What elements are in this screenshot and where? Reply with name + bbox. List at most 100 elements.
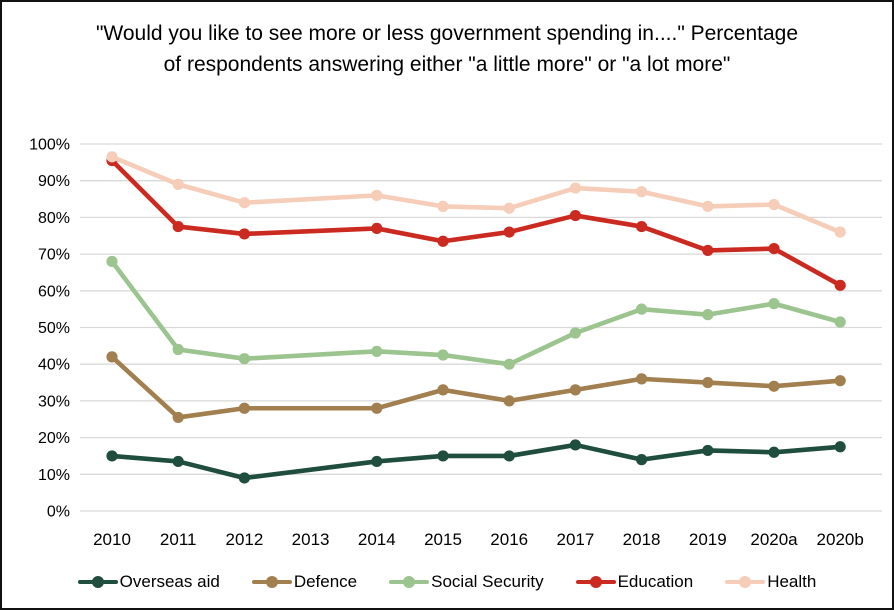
data-point-defence [834,375,846,387]
series-line-education [109,158,843,288]
data-point-overseas-aid [437,450,449,462]
y-tick-label: 0% [47,504,70,521]
data-point-overseas-aid [768,446,780,458]
data-point-health [702,200,714,212]
x-tick-label: 2019 [689,530,727,549]
y-tick-label: 90% [38,173,70,190]
x-tick-label: 2018 [623,530,661,549]
legend-marker-education [575,576,616,588]
data-point-overseas-aid [834,441,846,453]
y-tick-label: 100% [29,137,70,154]
data-point-social-security [106,255,118,268]
legend-item-social-security: Social Security [389,572,544,592]
legend-marker-defence [251,576,292,588]
data-point-education [636,220,648,233]
legend-marker-health [725,576,766,588]
data-point-health [172,178,184,190]
legend-label: Social Security [431,572,544,591]
data-point-social-security [238,353,250,365]
data-point-education [834,279,846,291]
x-tick-label: 2012 [225,530,263,549]
series-line-social-security [109,259,843,367]
legend-marker-social-security [389,576,430,588]
data-point-defence [106,351,118,363]
data-point-education [503,226,515,238]
x-tick-label: 2013 [292,530,330,549]
data-point-health [768,198,780,211]
legend-item-defence: Defence [251,572,358,592]
legend-marker-overseas-aid [77,576,118,588]
data-point-education [172,220,184,233]
data-point-defence [371,402,383,414]
data-point-education [238,228,250,240]
data-point-health [503,202,515,214]
data-point-social-security [172,343,184,356]
legend-label: Health [767,572,817,591]
data-point-social-security [636,303,648,315]
y-tick-label: 60% [38,283,70,300]
data-point-health [371,189,383,201]
data-point-defence [702,376,714,389]
legend-label: Education [617,572,694,591]
data-point-overseas-aid [636,454,648,466]
data-point-overseas-aid [702,444,714,457]
series-line-overseas-aid [109,442,843,481]
data-point-social-security [503,358,515,370]
x-tick-label: 2020a [750,530,798,549]
chart-title: "Would you like to see more or less gove… [95,22,799,76]
y-tick-label: 20% [38,430,70,447]
y-tick-label: 40% [38,357,70,374]
data-point-social-security [437,349,449,361]
data-point-defence [636,373,648,385]
data-point-social-security [569,327,582,339]
legend-item-education: Education [575,572,694,592]
data-point-overseas-aid [569,439,582,451]
data-point-education [569,209,582,222]
data-point-defence [768,380,780,392]
data-point-health [437,200,449,212]
x-tick-label: 2015 [424,530,462,549]
x-tick-label: 2020b [817,530,864,549]
data-point-education [437,235,449,247]
data-point-health [238,197,250,209]
x-tick-label: 2010 [93,530,131,549]
legend-item-overseas-aid: Overseas aid [77,572,220,592]
y-tick-label: 10% [38,467,70,484]
legend-label: Defence [293,572,358,591]
data-point-defence [238,402,250,414]
data-point-social-security [702,309,714,321]
data-point-overseas-aid [106,450,118,462]
data-point-social-security [768,298,780,310]
y-tick-label: 70% [38,247,70,264]
data-point-overseas-aid [371,455,383,468]
data-point-health [834,226,846,238]
data-point-health [106,151,118,163]
data-point-overseas-aid [503,450,515,462]
x-tick-label: 2017 [556,530,594,549]
legend-item-health: Health [725,572,816,592]
data-point-defence [437,384,449,396]
series-line-health [109,154,843,235]
data-point-social-security [371,345,383,357]
data-point-defence [503,395,515,407]
data-point-health [569,182,582,194]
x-tick-label: 2011 [160,530,197,549]
data-point-health [636,186,648,198]
data-point-education [768,242,780,255]
y-tick-label: 80% [38,210,70,227]
x-tick-label: 2014 [358,530,396,549]
data-point-education [371,222,383,235]
data-point-overseas-aid [172,455,184,468]
y-tick-label: 50% [38,320,70,337]
data-point-defence [569,384,582,396]
data-point-defence [172,411,184,424]
data-point-overseas-aid [238,472,250,484]
legend: Overseas aid Defence Social Security Educat… [2,562,892,602]
legend-label: Overseas aid [119,572,220,591]
data-point-social-security [834,316,846,328]
data-point-education [702,244,714,257]
x-tick-label: 2016 [490,530,528,549]
y-tick-label: 30% [38,393,70,410]
